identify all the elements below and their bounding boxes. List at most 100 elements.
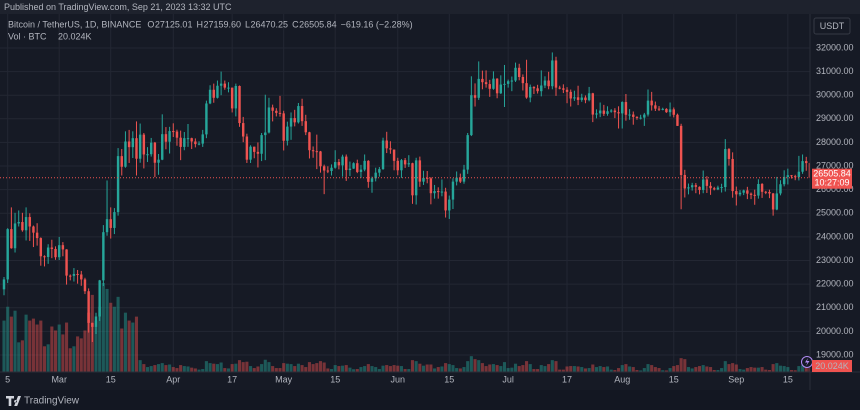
- volume-bar: [753, 367, 757, 372]
- volume-bar: [304, 367, 308, 372]
- volume-bar: [425, 364, 429, 372]
- volume-bar: [499, 366, 503, 372]
- volume-bar: [491, 364, 495, 372]
- volume-bar: [341, 365, 345, 372]
- candle-body: [234, 85, 238, 109]
- candle-body: [580, 97, 583, 100]
- volume-bar: [745, 368, 749, 372]
- candle-body: [396, 160, 399, 171]
- candle-body: [639, 117, 642, 119]
- candle-body: [157, 159, 160, 163]
- candle-body: [175, 131, 179, 138]
- volume-bar: [20, 340, 24, 372]
- candle-body: [271, 107, 274, 111]
- volume-bar: [168, 364, 172, 372]
- y-tick-label: 21000.00: [816, 302, 854, 312]
- candle-body: [742, 190, 745, 193]
- candle-body: [613, 110, 617, 113]
- candle-body: [69, 275, 72, 277]
- volume-bar: [701, 365, 705, 372]
- symbol: Bitcoin / TetherUS, 1D, BINANCE: [8, 19, 141, 29]
- y-tick-label: 22000.00: [816, 279, 854, 289]
- volume-bar: [786, 367, 790, 372]
- volume-bar: [153, 365, 157, 372]
- candle-body: [635, 116, 639, 118]
- candle-body: [414, 160, 418, 196]
- volume-bar: [230, 364, 234, 372]
- volume-bar: [617, 368, 621, 372]
- candle-body: [24, 217, 28, 231]
- candle-body: [275, 110, 278, 113]
- volume-bar: [329, 369, 334, 372]
- volume-bar: [388, 366, 392, 372]
- volume-bar: [694, 367, 698, 372]
- legend-c: 26505.84: [299, 19, 337, 29]
- candle-body: [57, 245, 61, 258]
- volume-bar: [263, 359, 267, 372]
- legend-l-label: L: [245, 19, 250, 29]
- legend-change: −619.16 (−2.28%): [341, 19, 413, 29]
- candle-body: [418, 160, 422, 182]
- candle-body: [455, 177, 458, 182]
- candle-body: [227, 87, 230, 89]
- candle-body: [10, 229, 13, 249]
- candle-body: [786, 175, 790, 177]
- candle-body: [179, 137, 182, 147]
- candle-body: [753, 194, 756, 196]
- volume-bar: [756, 367, 760, 372]
- volume-bar: [525, 361, 529, 372]
- volume-bar: [6, 306, 10, 372]
- volume-bar: [278, 368, 282, 372]
- candle-body: [392, 149, 396, 161]
- x-tick-label: Sep: [728, 374, 744, 384]
- candle-body: [363, 160, 366, 170]
- y-tick-label: 32000.00: [816, 42, 854, 52]
- volume-bar: [510, 367, 514, 372]
- candle-body: [495, 78, 499, 94]
- candle-body: [617, 112, 620, 114]
- candle-body: [768, 192, 771, 194]
- candle-body: [345, 156, 348, 171]
- candle-body: [116, 156, 120, 213]
- candle-body: [760, 183, 764, 192]
- volume-bar: [249, 366, 253, 372]
- candle-body: [322, 166, 326, 171]
- x-tick-label: 5: [5, 374, 10, 384]
- volume-bar: [65, 322, 69, 372]
- candle-body: [506, 81, 510, 84]
- candle-body: [746, 190, 749, 194]
- candle-body: [403, 160, 407, 165]
- x-tick-label: Apr: [166, 374, 180, 384]
- volume-bar: [98, 306, 102, 372]
- candle-body: [289, 118, 293, 127]
- volume-bar: [175, 368, 179, 372]
- candle-body: [470, 95, 473, 136]
- price-label-box: [812, 168, 852, 189]
- volume-bar: [127, 320, 131, 372]
- candle-body: [790, 175, 793, 177]
- candle-body: [13, 223, 17, 249]
- volume-bar: [653, 367, 657, 372]
- candle-body: [230, 87, 234, 109]
- footer-brand: TradingView: [24, 396, 80, 407]
- candle-body: [6, 229, 9, 280]
- candle-body: [437, 191, 440, 193]
- candle-body: [632, 114, 635, 117]
- candle-body: [304, 121, 307, 133]
- currency-button[interactable]: [813, 17, 851, 35]
- volume-bar: [344, 365, 348, 372]
- volume-bar: [576, 366, 580, 372]
- candle-body: [757, 183, 760, 196]
- volume-bar: [392, 365, 396, 372]
- candle-body: [517, 67, 521, 78]
- publish-bar: [0, 0, 860, 14]
- candle-body: [216, 85, 219, 98]
- volume-bar: [134, 316, 139, 372]
- currency[interactable]: USDT: [820, 21, 845, 31]
- candle-body: [407, 163, 411, 165]
- candle-body: [17, 222, 20, 224]
- volume-price-label: 20.024K: [815, 361, 849, 371]
- volume-bar: [46, 344, 50, 372]
- candle-body: [565, 89, 569, 92]
- volume-bar: [219, 362, 223, 372]
